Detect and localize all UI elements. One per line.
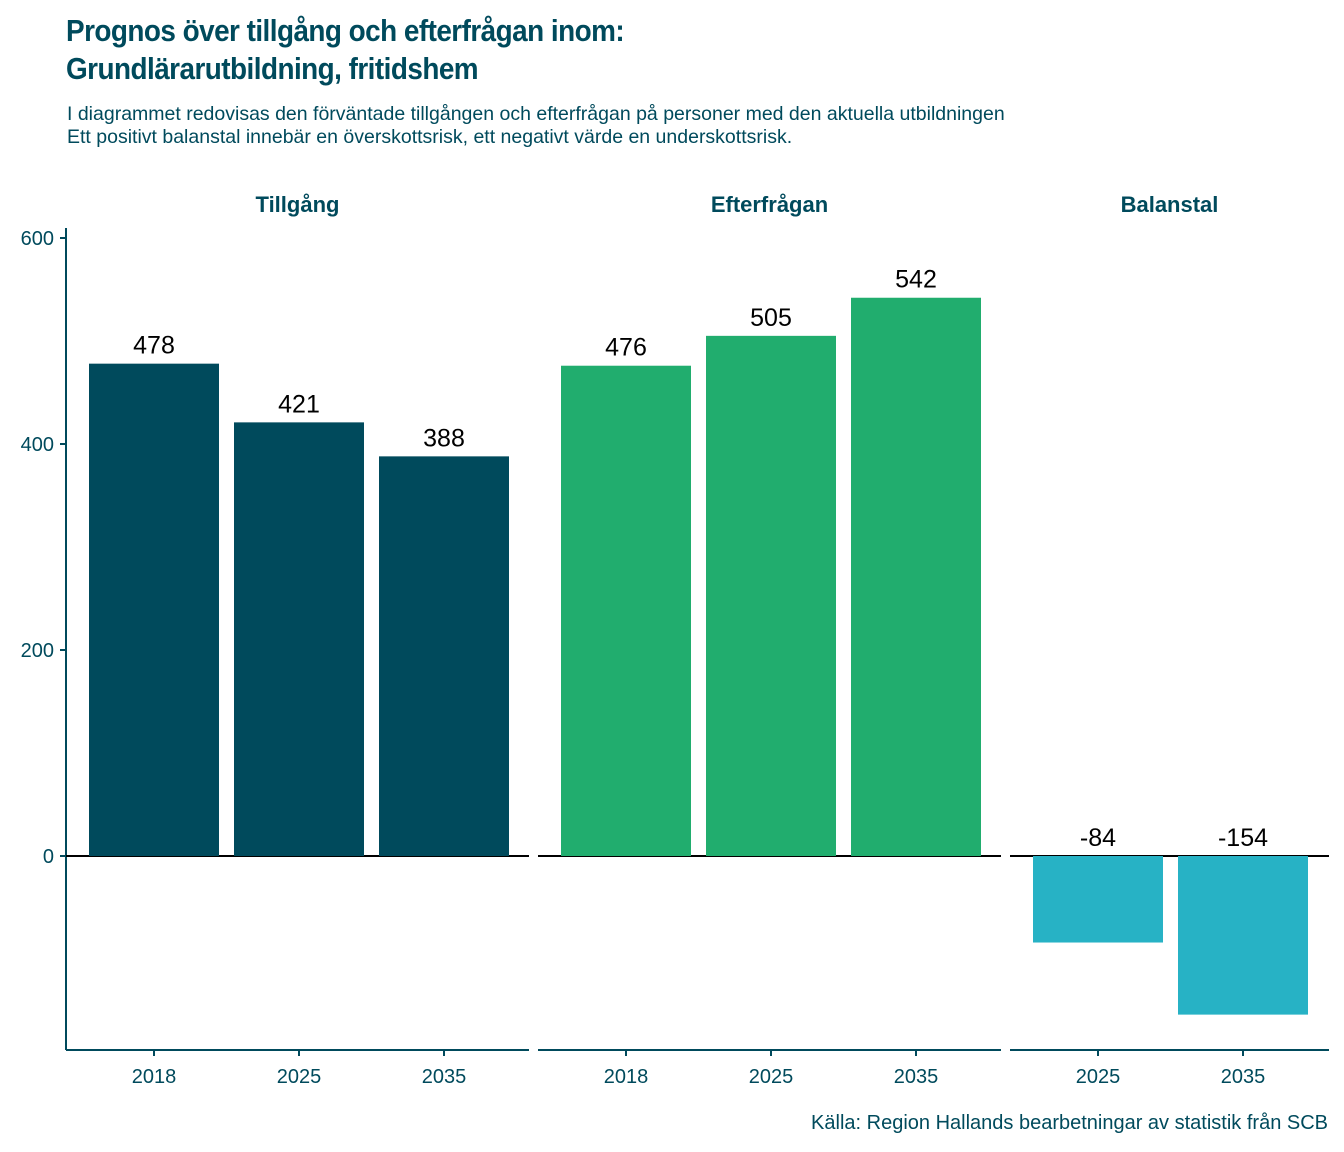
data-label: 505 — [750, 304, 792, 332]
x-tick-label: 2035 — [422, 1066, 467, 1088]
x-tick-label: 2025 — [749, 1066, 794, 1088]
y-tick-label: 400 — [21, 434, 54, 456]
chart-title-line-2: Grundlärarutbildning, fritidshem — [66, 51, 479, 86]
facet-title: Balanstal — [1121, 192, 1219, 217]
facet-title: Tillgång — [256, 192, 340, 217]
x-tick-label: 2035 — [894, 1066, 939, 1088]
facet-title: Efterfrågan — [711, 192, 828, 217]
chart-title-line-1: Prognos över tillgång och efterfrågan in… — [66, 13, 625, 48]
data-label: -84 — [1080, 824, 1116, 852]
chart-subtitle: I diagrammet redovisas den förväntade ti… — [67, 103, 1005, 149]
y-tick-label: 0 — [43, 846, 54, 868]
data-label: 388 — [423, 424, 465, 452]
chart-subtitle-line-1: I diagrammet redovisas den förväntade ti… — [67, 103, 1005, 125]
chart-subtitle-line-2: Ett positivt balanstal innebär en översk… — [67, 126, 793, 148]
x-tick-label: 2035 — [1221, 1066, 1266, 1088]
chart-title: Prognos över tillgång och efterfrågan in… — [66, 12, 625, 88]
bar — [89, 363, 219, 856]
x-tick-label: 2018 — [604, 1066, 649, 1088]
bar — [561, 365, 691, 856]
bar — [1033, 856, 1163, 943]
bar — [851, 297, 981, 856]
data-label: 476 — [605, 334, 647, 362]
bar — [234, 422, 364, 856]
data-label: 421 — [278, 390, 320, 418]
bar — [379, 456, 509, 856]
x-tick-label: 2018 — [132, 1066, 177, 1088]
data-label: -154 — [1218, 824, 1268, 852]
data-label: 478 — [133, 332, 175, 360]
y-tick-label: 600 — [21, 228, 54, 250]
y-tick-label: 200 — [21, 640, 54, 662]
chart-caption: Källa: Region Hallands bearbetningar av … — [811, 1112, 1328, 1134]
bar — [1178, 856, 1308, 1015]
data-label: 542 — [895, 266, 937, 294]
x-tick-label: 2025 — [1076, 1066, 1121, 1088]
x-tick-label: 2025 — [277, 1066, 322, 1088]
bar — [706, 335, 836, 857]
